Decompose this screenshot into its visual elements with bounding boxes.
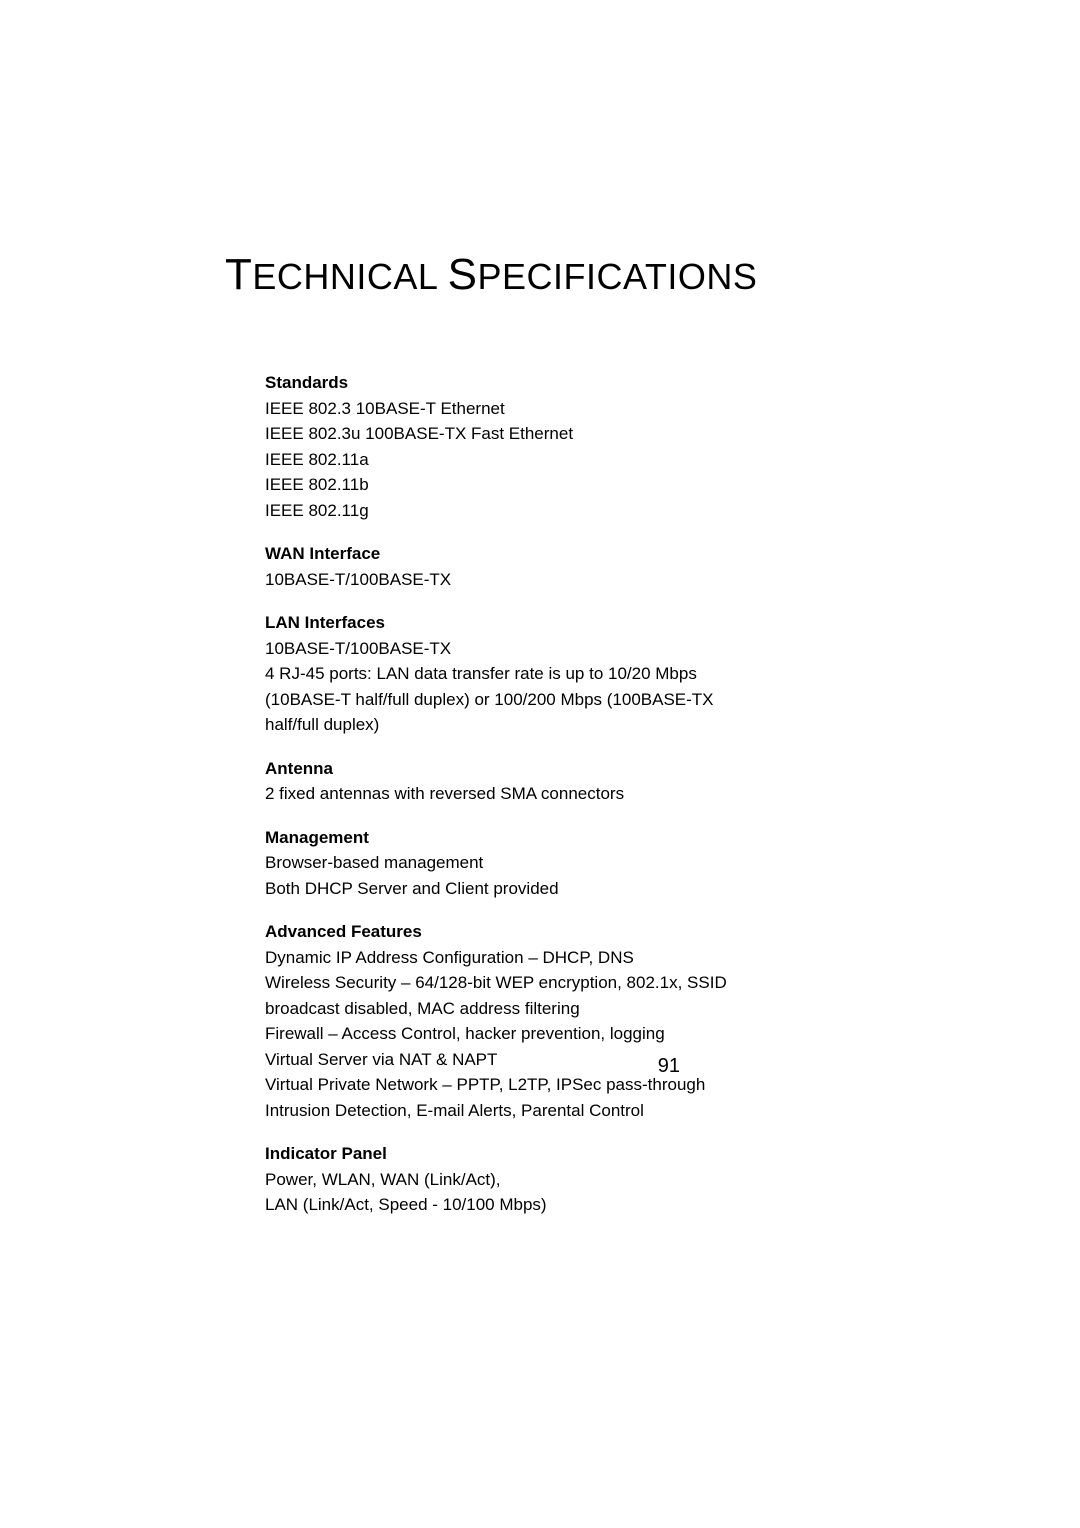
title-cap-t: T [225, 250, 252, 299]
section-antenna: Antenna 2 fixed antennas with reversed S… [265, 756, 735, 807]
section-standards: Standards IEEE 802.3 10BASE-T Ethernet I… [265, 370, 735, 523]
title-part2: PECIFICATIONS [477, 256, 757, 297]
section-body: Power, WLAN, WAN (Link/Act), LAN (Link/A… [265, 1167, 735, 1218]
page-title: TECHNICAL SPECIFICATIONS [225, 250, 900, 300]
page-number: 91 [658, 1055, 680, 1078]
page-content: TECHNICAL SPECIFICATIONS Standards IEEE … [0, 0, 1080, 1218]
section-management: Management Browser-based management Both… [265, 825, 735, 902]
section-body: 10BASE-T/100BASE-TX [265, 567, 735, 593]
section-wan-interface: WAN Interface 10BASE-T/100BASE-TX [265, 541, 735, 592]
section-indicator-panel: Indicator Panel Power, WLAN, WAN (Link/A… [265, 1141, 735, 1218]
section-heading: Management [265, 825, 735, 851]
section-heading: LAN Interfaces [265, 610, 735, 636]
section-body: 2 fixed antennas with reversed SMA conne… [265, 781, 735, 807]
section-heading: Advanced Features [265, 919, 735, 945]
title-cap-s: S [448, 250, 478, 299]
content-block: Standards IEEE 802.3 10BASE-T Ethernet I… [265, 370, 735, 1218]
section-lan-interfaces: LAN Interfaces 10BASE-T/100BASE-TX 4 RJ-… [265, 610, 735, 738]
title-part1: ECHNICAL [252, 256, 447, 297]
section-heading: Standards [265, 370, 735, 396]
section-body: Browser-based management Both DHCP Serve… [265, 850, 735, 901]
section-body: 10BASE-T/100BASE-TX 4 RJ-45 ports: LAN d… [265, 636, 735, 738]
section-advanced-features: Advanced Features Dynamic IP Address Con… [265, 919, 735, 1123]
section-body: Dynamic IP Address Configuration – DHCP,… [265, 945, 735, 1124]
section-body: IEEE 802.3 10BASE-T Ethernet IEEE 802.3u… [265, 396, 735, 524]
section-heading: Indicator Panel [265, 1141, 735, 1167]
section-heading: Antenna [265, 756, 735, 782]
section-heading: WAN Interface [265, 541, 735, 567]
